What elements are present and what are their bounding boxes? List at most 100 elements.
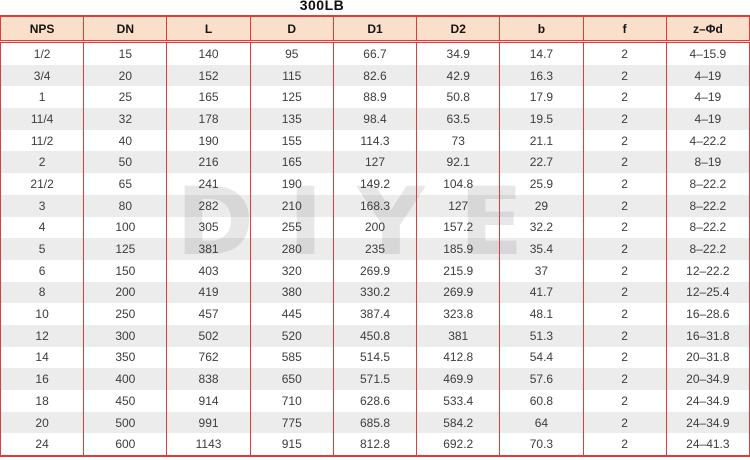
table-cell: 457: [166, 303, 251, 325]
table-cell: 82.6: [332, 64, 418, 87]
table-cell: 17.9: [499, 86, 584, 109]
table-cell: 235: [332, 238, 418, 260]
table-cell: 21.1: [499, 129, 584, 152]
table-row: 6 150 403 320 269.9 215.9 37 2 12–22.2: [0, 259, 750, 282]
table-cell: 350: [83, 346, 168, 369]
table-cell: 54.4: [499, 346, 584, 369]
table-cell: 157.2: [416, 216, 501, 239]
table-cell: 70.3: [499, 433, 584, 457]
table-cell: 20: [83, 64, 168, 87]
table-cell: 21/2: [0, 173, 85, 195]
table-cell: 469.9: [416, 368, 501, 390]
table-cell: 915: [249, 433, 334, 457]
table-cell: 380: [249, 281, 334, 304]
table-cell: 20–34.9: [665, 368, 750, 390]
table-cell: 190: [249, 173, 334, 195]
table-cell: 3: [0, 194, 85, 217]
table-cell: 32: [83, 108, 168, 130]
table-cell: 381: [166, 238, 251, 260]
table-cell: 8–22.2: [665, 194, 750, 217]
table-cell: 20–31.8: [665, 346, 750, 369]
table-cell: 11/4: [0, 108, 85, 130]
table-cell: 127: [416, 194, 501, 217]
column-header-4: D1: [332, 16, 418, 43]
spec-table: NPS DN L D D1 D2 b f z–Φd 1/2 15 140 95 66.7 34.9 14.7…: [0, 15, 750, 458]
table-cell: 32.2: [499, 216, 584, 239]
table-cell: 6: [0, 259, 85, 282]
table-cell: 300: [83, 324, 168, 347]
table-cell: 14.7: [499, 41, 584, 65]
table-cell: 16.3: [499, 64, 584, 87]
table-cell: 155: [249, 129, 334, 152]
table-cell: 64: [499, 411, 584, 434]
table-cell: 2: [0, 151, 85, 174]
table-cell: 685.8: [332, 411, 418, 434]
table-cell: 24–34.9: [665, 411, 750, 434]
table-row: 20 500 991 775 685.8 584.2 64 2 24–34.9: [0, 411, 750, 434]
column-header-7: f: [582, 16, 667, 43]
table-cell: 1143: [166, 433, 251, 457]
table-row: 18 450 914 710 628.6 533.4 60.8 2 24–34.9: [0, 390, 750, 412]
table-cell: 2: [582, 324, 667, 347]
table-cell: 2: [582, 173, 667, 195]
table-cell: 14: [0, 346, 85, 369]
table-cell: 63.5: [416, 108, 501, 130]
table-cell: 152: [166, 64, 251, 87]
table-cell: 412.8: [416, 346, 501, 369]
table-row: 1 25 165 125 88.9 50.8 17.9 2 4–19: [0, 86, 750, 109]
table-cell: 5: [0, 238, 85, 260]
table-cell: 8–22.2: [665, 238, 750, 260]
column-header-3: D: [249, 16, 334, 43]
table-row: 10 250 457 445 387.4 323.8 48.1 2 16–28.6: [0, 303, 750, 325]
table-cell: 445: [249, 303, 334, 325]
table-cell: 4: [0, 216, 85, 239]
table-cell: 127: [332, 151, 418, 174]
table-cell: 51.3: [499, 324, 584, 347]
table-cell: 125: [83, 238, 168, 260]
table-cell: 57.6: [499, 368, 584, 390]
table-cell: 215.9: [416, 259, 501, 282]
table-cell: 18: [0, 390, 85, 412]
table-cell: 216: [166, 151, 251, 174]
table-cell: 241: [166, 173, 251, 195]
table-row: 11/4 32 178 135 98.4 63.5 19.5 2 4–19: [0, 108, 750, 130]
table-cell: 2: [582, 390, 667, 412]
table-cell: 34.9: [416, 41, 501, 65]
column-header-5: D2: [416, 16, 501, 43]
table-row: 8 200 419 380 330.2 269.9 41.7 2 12–25.4: [0, 281, 750, 304]
table-cell: 2: [582, 281, 667, 304]
table-cell: 8–19: [665, 151, 750, 174]
table-cell: 65: [83, 173, 168, 195]
table-cell: 16–28.6: [665, 303, 750, 325]
table-cell: 305: [166, 216, 251, 239]
table-cell: 812.8: [332, 433, 418, 457]
table-cell: 37: [499, 259, 584, 282]
table-cell: 98.4: [332, 108, 418, 130]
table-cell: 178: [166, 108, 251, 130]
table-cell: 762: [166, 346, 251, 369]
table-cell: 22.7: [499, 151, 584, 174]
table-cell: 628.6: [332, 390, 418, 412]
table-cell: 585: [249, 346, 334, 369]
table-cell: 80: [83, 194, 168, 217]
table-cell: 11/2: [0, 129, 85, 152]
table-cell: 24: [0, 433, 85, 457]
table-cell: 400: [83, 368, 168, 390]
table-cell: 571.5: [332, 368, 418, 390]
table-cell: 29: [499, 194, 584, 217]
table-cell: 24–34.9: [665, 390, 750, 412]
table-cell: 2: [582, 303, 667, 325]
table-cell: 40: [83, 129, 168, 152]
table-cell: 1/2: [0, 41, 85, 65]
table-cell: 42.9: [416, 64, 501, 87]
table-cell: 25.9: [499, 173, 584, 195]
table-cell: 60.8: [499, 390, 584, 412]
header-row: NPS DN L D D1 D2 b f z–Φd: [0, 16, 750, 43]
table-title: 300LB: [299, 0, 345, 13]
table-cell: 200: [332, 216, 418, 239]
table-row: 24 600 1143 915 812.8 692.2 70.3 2 24–41.3: [0, 433, 750, 457]
table-cell: 20: [0, 411, 85, 434]
table-cell: 19.5: [499, 108, 584, 130]
table-cell: 115: [249, 64, 334, 87]
table-cell: 104.8: [416, 173, 501, 195]
